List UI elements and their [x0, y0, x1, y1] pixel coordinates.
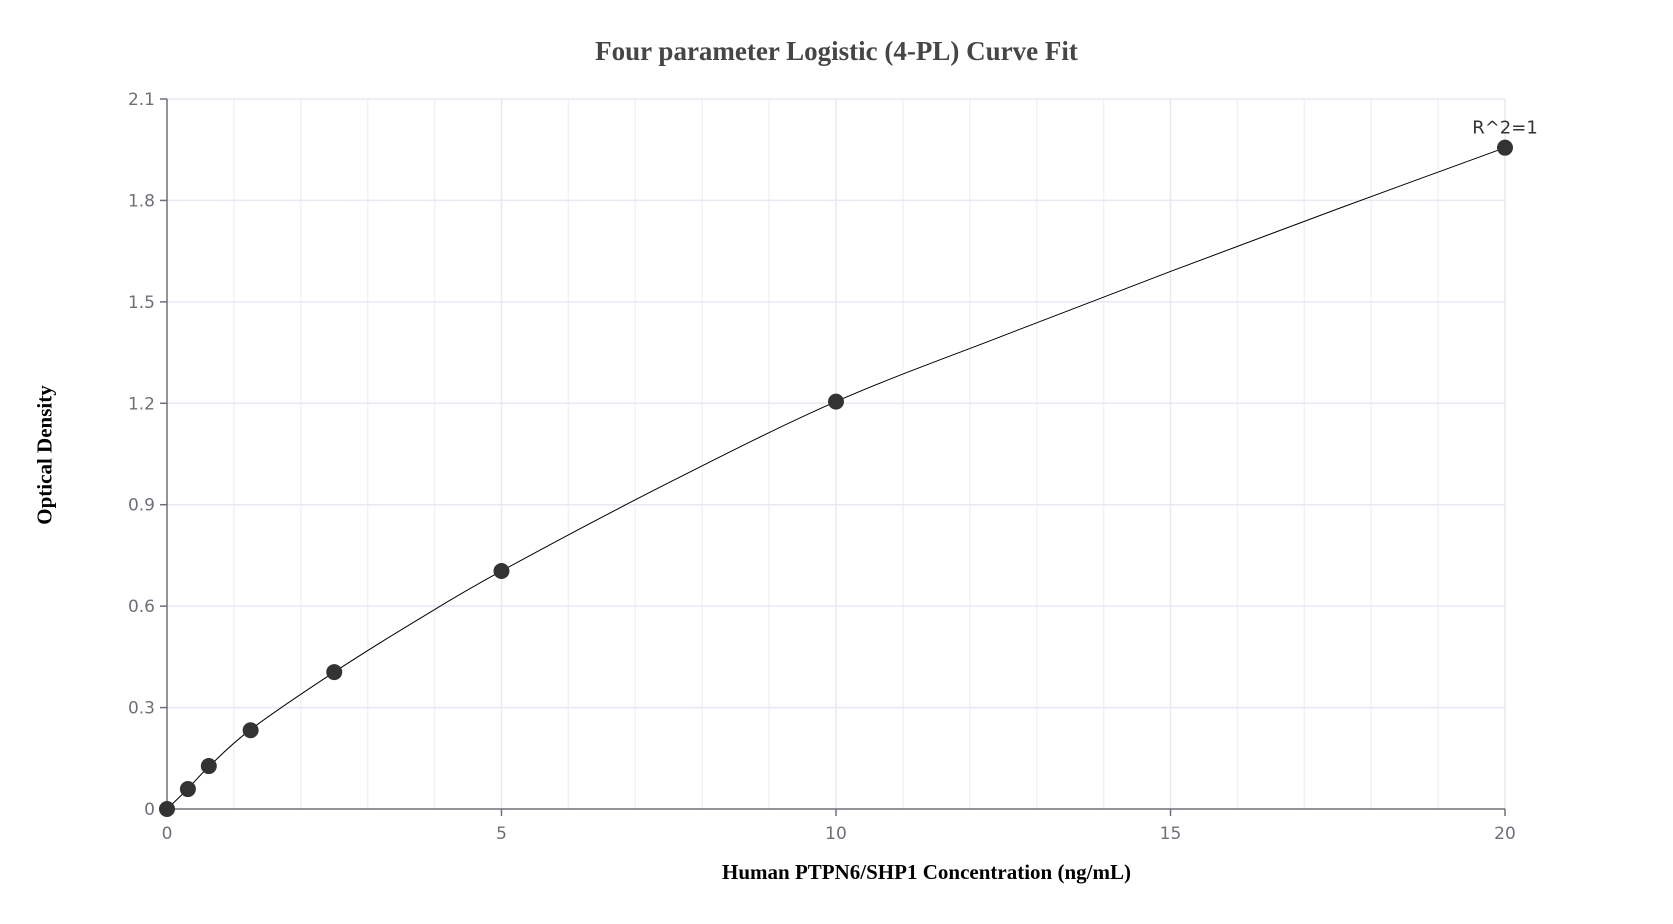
y-tick-label: 1.2 [128, 394, 155, 414]
x-axis-label: Human PTPN6/SHP1 Concentration (ng/mL) [722, 860, 1131, 884]
axes [160, 98, 1506, 816]
fit-curve [166, 147, 1506, 810]
x-tick-label: 15 [1160, 824, 1182, 844]
y-tick-label: 0.6 [128, 597, 155, 617]
chart-title: Four parameter Logistic (4-PL) Curve Fit [595, 36, 1078, 66]
x-tick-label: 5 [496, 824, 507, 844]
x-tick-label: 10 [825, 824, 847, 844]
y-tick-label: 0.3 [128, 699, 155, 719]
y-tick-label: 0 [144, 800, 155, 820]
data-point [1497, 139, 1513, 156]
minor-gridlines [233, 99, 1439, 809]
data-point [200, 758, 217, 775]
y-tick-label: 1.5 [128, 293, 155, 313]
data-point [828, 393, 844, 410]
fit-curve-line [166, 147, 1506, 810]
r-squared-annotation: R^2=1 [1472, 118, 1538, 139]
data-point [493, 562, 510, 579]
data-point [159, 801, 175, 817]
annotations: R^2=1 [1472, 118, 1538, 139]
x-tick-label: 20 [1494, 824, 1516, 844]
y-tick-label: 2.1 [128, 90, 155, 110]
data-point [179, 781, 196, 798]
x-tick-label: 0 [162, 824, 173, 844]
data-points [159, 139, 1513, 817]
data-point [242, 722, 259, 739]
data-point [326, 664, 343, 681]
y-tick-label: 1.8 [128, 191, 155, 211]
y-tick-label: 0.9 [128, 496, 155, 516]
tick-labels: 0 0.3 0.6 0.9 1.2 1.5 1.8 2.1 0 5 10 15 20 [128, 90, 1516, 844]
